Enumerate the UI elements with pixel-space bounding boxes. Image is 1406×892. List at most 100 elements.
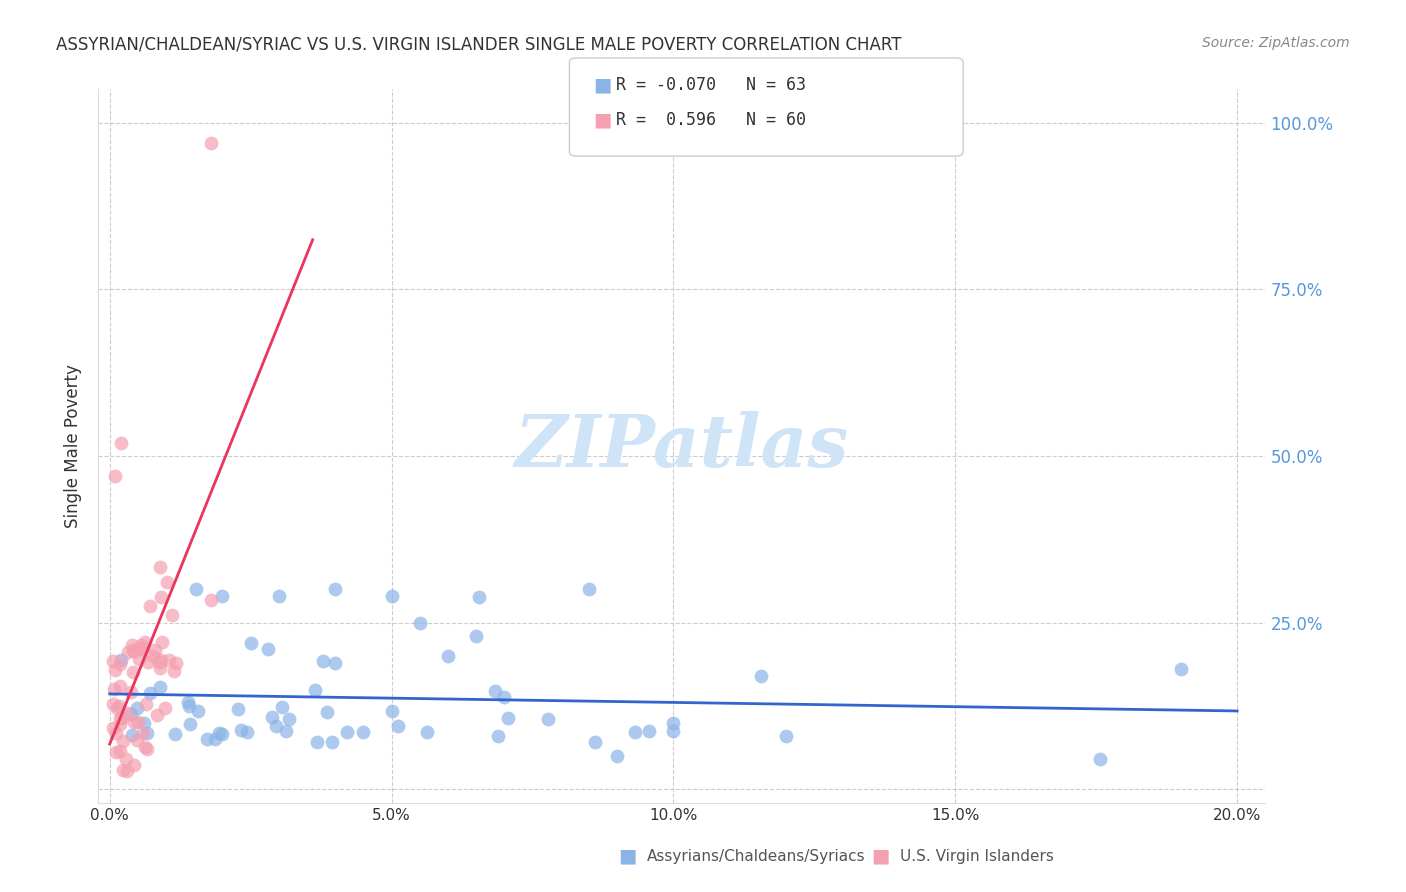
Point: [484, 684, 506, 698]
Point: [101, 721, 124, 735]
Point: [537, 712, 560, 726]
Point: [108, 744, 131, 758]
Point: [211, 589, 233, 603]
Point: [624, 725, 647, 739]
Point: [132, 642, 155, 657]
Point: [134, 716, 156, 731]
Point: [110, 679, 132, 693]
Point: [387, 719, 409, 733]
Point: [465, 629, 488, 643]
Point: [467, 590, 489, 604]
Point: [236, 725, 259, 739]
Point: [437, 649, 460, 664]
Point: [104, 469, 127, 483]
Point: [129, 638, 152, 652]
Point: [103, 682, 125, 697]
Point: [153, 700, 176, 714]
Point: [267, 589, 290, 603]
Point: [312, 654, 335, 668]
Point: [127, 733, 149, 747]
Point: [143, 643, 166, 657]
Point: [264, 719, 287, 733]
Text: Source: ZipAtlas.com: Source: ZipAtlas.com: [1202, 36, 1350, 50]
Point: [231, 723, 253, 738]
Point: [135, 726, 157, 740]
Point: [775, 729, 797, 743]
Point: [134, 739, 156, 754]
Point: [115, 764, 138, 779]
Point: [208, 725, 231, 739]
Point: [304, 683, 326, 698]
Point: [149, 661, 172, 675]
Text: ■: ■: [593, 111, 612, 130]
Point: [104, 663, 127, 677]
Point: [381, 589, 404, 603]
Point: [352, 725, 374, 739]
Point: [211, 727, 233, 741]
Point: [101, 698, 124, 712]
Point: [121, 728, 143, 742]
Text: ZIPatlas: ZIPatlas: [515, 410, 849, 482]
Point: [112, 734, 135, 748]
Point: [149, 560, 172, 574]
Point: [139, 686, 162, 700]
Point: [187, 704, 209, 718]
Point: [157, 653, 180, 667]
Point: [122, 643, 145, 657]
Point: [124, 714, 146, 729]
Point: [583, 735, 606, 749]
Point: [127, 714, 149, 729]
Point: [177, 699, 200, 714]
Point: [138, 599, 160, 613]
Point: [101, 654, 124, 668]
Point: [117, 706, 139, 721]
Point: [121, 665, 143, 679]
Point: [305, 735, 328, 749]
Point: [120, 684, 142, 698]
Text: Assyrians/Chaldeans/Syriacs: Assyrians/Chaldeans/Syriacs: [647, 849, 865, 863]
Text: U.S. Virgin Islanders: U.S. Virgin Islanders: [900, 849, 1053, 863]
Point: [260, 710, 283, 724]
Point: [606, 749, 628, 764]
Point: [148, 655, 170, 669]
Point: [1170, 662, 1192, 676]
Point: [110, 435, 132, 450]
Point: [200, 136, 222, 150]
Point: [128, 651, 150, 665]
Point: [486, 729, 509, 743]
Point: [186, 582, 208, 596]
Point: [145, 708, 167, 723]
Point: [108, 698, 131, 713]
Point: [315, 705, 337, 719]
Point: [323, 582, 346, 597]
Point: [129, 641, 152, 656]
Point: [108, 711, 131, 725]
Point: [381, 704, 404, 718]
Point: [110, 717, 132, 731]
Point: [105, 725, 128, 739]
Y-axis label: Single Male Poverty: Single Male Poverty: [65, 364, 83, 528]
Point: [200, 592, 222, 607]
Point: [132, 726, 155, 740]
Point: [496, 711, 519, 725]
Point: [662, 723, 685, 738]
Point: [662, 715, 685, 730]
Point: [163, 727, 186, 741]
Point: [176, 695, 198, 709]
Text: ASSYRIAN/CHALDEAN/SYRIAC VS U.S. VIRGIN ISLANDER SINGLE MALE POVERTY CORRELATION: ASSYRIAN/CHALDEAN/SYRIAC VS U.S. VIRGIN …: [56, 36, 901, 54]
Text: ■: ■: [872, 847, 890, 866]
Point: [160, 608, 183, 623]
Text: ■: ■: [619, 847, 637, 866]
Point: [415, 725, 437, 739]
Point: [104, 745, 127, 759]
Point: [135, 742, 157, 756]
Point: [256, 642, 278, 657]
Point: [165, 657, 187, 671]
Point: [156, 575, 179, 590]
Point: [120, 706, 142, 721]
Point: [336, 725, 359, 739]
Point: [111, 763, 134, 777]
Point: [122, 644, 145, 658]
Point: [321, 735, 343, 749]
Point: [117, 645, 139, 659]
